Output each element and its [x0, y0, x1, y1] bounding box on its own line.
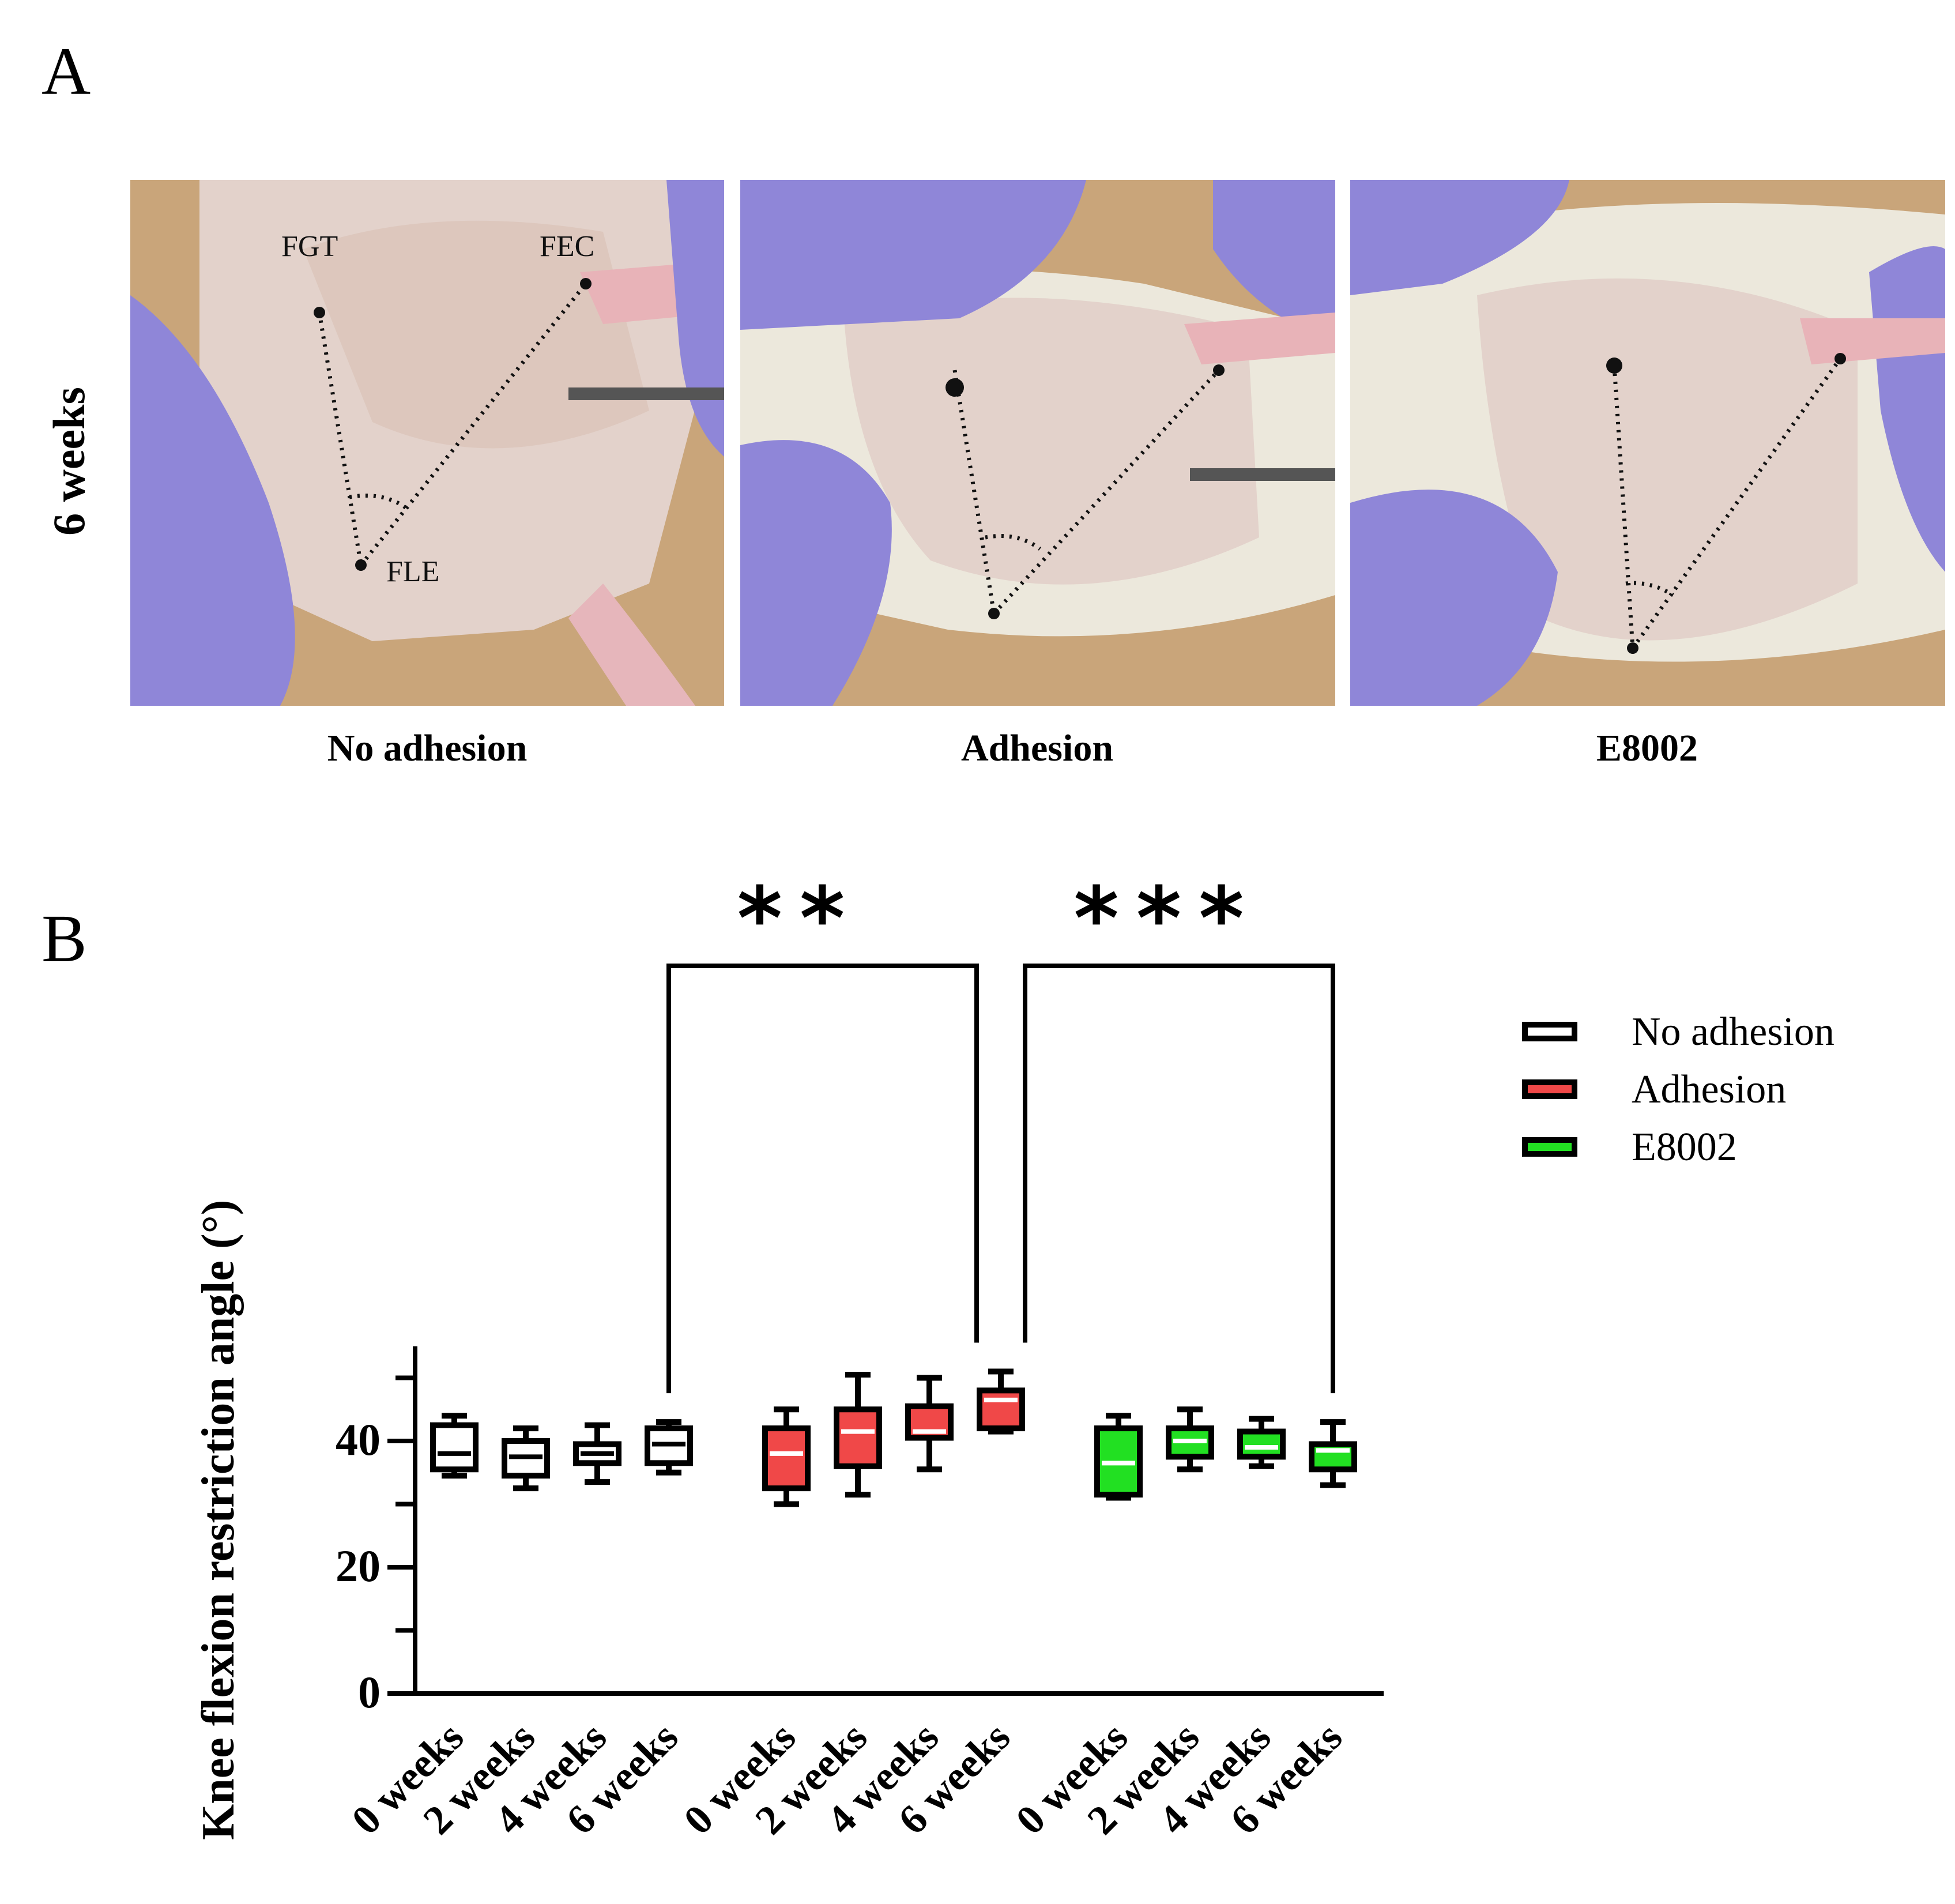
significance-label: **	[737, 869, 862, 969]
y-tick-label: 40	[336, 1414, 381, 1465]
legend-label-no-adhesion: No adhesion	[1632, 1010, 1835, 1054]
caption-no-adhesion: No adhesion	[327, 727, 528, 769]
legend-label-adhesion: Adhesion	[1632, 1067, 1787, 1112]
rod	[568, 387, 724, 400]
box	[430, 1422, 479, 1473]
legend-label-e8002: E8002	[1632, 1125, 1737, 1169]
legend-swatch-e8002	[1522, 1137, 1577, 1157]
box	[834, 1406, 882, 1469]
landmark-dots	[314, 278, 592, 571]
row-label-text: 6 weeks	[44, 387, 94, 536]
legend-swatch-adhesion	[1522, 1079, 1577, 1099]
box	[977, 1387, 1025, 1432]
glove-top	[1350, 180, 1569, 295]
skin-patch	[303, 220, 649, 449]
landmark-fec: FEC	[540, 230, 595, 263]
photo-adhesion	[740, 180, 1335, 706]
significance-bracket	[666, 964, 979, 1394]
legend-swatch-no-adhesion	[1522, 1022, 1577, 1041]
foot	[1184, 313, 1335, 364]
glove-left	[130, 295, 295, 706]
angle-lines	[952, 368, 1221, 615]
y-tick-label: 0	[358, 1667, 381, 1717]
panel-b-letter: B	[42, 901, 87, 976]
photo-no-adhesion: FGT FEC FLE	[130, 180, 724, 706]
y-axis-label: Knee flexion restriction angle (°)	[193, 1200, 244, 1840]
thigh-skin	[1477, 278, 1858, 641]
glove-right	[1213, 180, 1335, 341]
photo-e8002	[1350, 180, 1945, 706]
glove-left	[1350, 490, 1558, 706]
rod	[1190, 468, 1335, 481]
caption-e8002: E8002	[1596, 727, 1698, 769]
thigh-skin	[844, 298, 1259, 585]
box	[762, 1425, 811, 1492]
row-label: 6 weeks	[35, 363, 104, 559]
glove-left	[740, 440, 892, 706]
box	[1309, 1441, 1357, 1473]
caption-adhesion: Adhesion	[960, 727, 1114, 769]
landmark-dots	[946, 364, 1225, 619]
foot	[1800, 318, 1945, 364]
y-tick-label: 20	[336, 1541, 381, 1591]
angle-lines	[317, 282, 587, 567]
significance-bracket	[1023, 964, 1335, 1394]
landmark-fgt: FGT	[281, 230, 338, 263]
landmark-dots	[1606, 353, 1846, 654]
glove-top	[740, 180, 1086, 330]
leg	[568, 584, 695, 706]
angle-lines	[1612, 357, 1842, 650]
box	[1237, 1428, 1286, 1460]
panel-a-letter: A	[42, 33, 91, 109]
landmark-fle: FLE	[386, 555, 440, 588]
significance-label: ***	[1073, 869, 1261, 969]
